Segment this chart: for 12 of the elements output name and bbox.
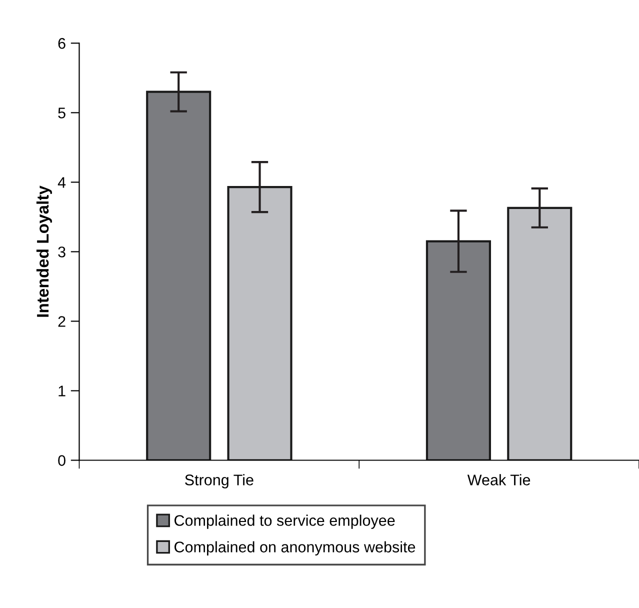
legend-label: Complained to service employee — [174, 514, 395, 529]
y-tick-label: 1 — [58, 386, 66, 396]
x-tick-label: Strong Tie — [185, 474, 254, 488]
y-tick-label: 6 — [58, 38, 66, 49]
x-tick-label: Weak Tie — [467, 474, 530, 486]
legend-label: Complained on anonymous website — [174, 541, 416, 556]
y-tick-label: 4 — [58, 177, 66, 188]
y-tick-label: 5 — [58, 108, 66, 118]
y-tick-label: 3 — [58, 246, 66, 258]
y-axis-title: Intended Loyalty — [36, 186, 52, 317]
y-tick-label: 2 — [58, 316, 66, 327]
y-tick-label: 0 — [58, 455, 66, 466]
